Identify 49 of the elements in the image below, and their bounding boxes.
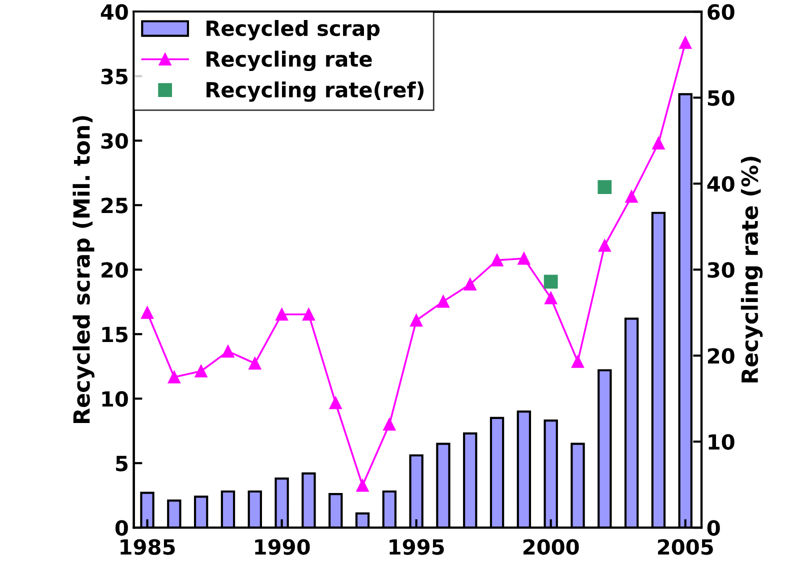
point xyxy=(518,252,530,265)
point xyxy=(490,254,504,266)
y-tick-label: 35 xyxy=(101,68,128,84)
legend-label: Recycling rate xyxy=(206,50,372,72)
point xyxy=(598,239,611,252)
point xyxy=(276,308,288,321)
x-tick-label: 2005 xyxy=(658,539,713,555)
point xyxy=(168,370,180,384)
point xyxy=(652,136,665,150)
legend-label: Recycling rate(ref) xyxy=(206,81,424,102)
point xyxy=(194,364,208,378)
y2-tick-label: 60 xyxy=(708,4,734,20)
y-tick-label: 40 xyxy=(100,4,128,20)
point xyxy=(222,345,234,358)
x-tick-label: 1995 xyxy=(390,539,444,555)
y2-tick-label: 40 xyxy=(707,176,734,192)
x-tick-label: 1990 xyxy=(255,539,310,555)
point xyxy=(410,314,423,327)
point xyxy=(464,278,476,291)
y2-tick-label: 10 xyxy=(708,434,734,450)
y-tick-label: 10 xyxy=(102,391,128,407)
point xyxy=(141,306,154,319)
y2-tick-label: 30 xyxy=(708,262,734,278)
point xyxy=(248,357,262,370)
point xyxy=(625,190,638,203)
y-tick-label: 20 xyxy=(102,262,128,278)
x-tick-label: 2000 xyxy=(524,539,579,555)
y-tick-label: 30 xyxy=(101,133,128,149)
y-tick-label: 25 xyxy=(102,198,128,214)
point xyxy=(544,292,558,304)
y2-tick-label: 20 xyxy=(708,348,734,364)
point xyxy=(679,36,692,49)
x-tick-label: 1985 xyxy=(120,539,175,555)
point xyxy=(598,180,612,194)
y2-tick-label: 50 xyxy=(708,90,734,106)
point xyxy=(572,355,584,368)
y-axis-title: Recycled scrap (Mil. ton) xyxy=(72,116,94,424)
point xyxy=(302,308,315,321)
point xyxy=(329,396,342,410)
y-tick-label: 5 xyxy=(116,456,128,472)
y2-tick-label: 0 xyxy=(707,520,720,536)
legend-label: Recycled scrap xyxy=(206,20,380,40)
y2-axis-title: Recycling rate (%) xyxy=(740,156,763,382)
y-tick-label: 15 xyxy=(102,326,128,342)
point xyxy=(356,479,369,492)
point xyxy=(544,274,558,289)
point xyxy=(436,295,450,308)
point xyxy=(383,418,396,431)
y-tick-label: 0 xyxy=(115,520,128,536)
